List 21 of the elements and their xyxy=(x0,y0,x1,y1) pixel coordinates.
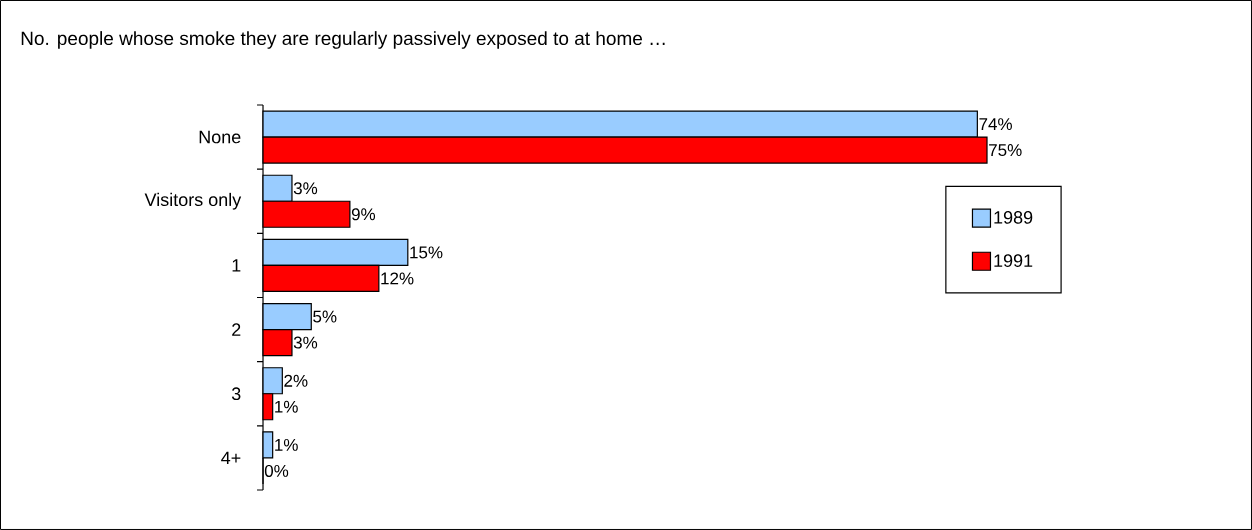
data-label: 15% xyxy=(410,246,443,259)
data-label: 5% xyxy=(313,310,337,323)
y-tick-label: 4+ xyxy=(221,451,241,465)
data-label: 1% xyxy=(275,400,298,413)
data-label: 9% xyxy=(351,208,376,221)
data-label: 3% xyxy=(293,336,318,349)
data-label: 12% xyxy=(381,272,414,285)
chart-title: No. people whose smoke they are regularly passively exposed to at home … xyxy=(21,31,665,49)
y-tick-label: None xyxy=(199,130,241,144)
y-tick-label: 1 xyxy=(232,259,241,272)
data-label: 3% xyxy=(293,182,318,195)
legend-label: 1991 xyxy=(994,254,1033,267)
data-label: 2% xyxy=(284,374,308,387)
legend-label: 1989 xyxy=(994,211,1033,224)
data-label: 75% xyxy=(989,144,1022,157)
y-tick-label: Visitors only xyxy=(144,192,242,210)
y-tick-label: 2 xyxy=(232,323,241,336)
data-label: 0% xyxy=(264,464,289,477)
data-label: 74% xyxy=(979,118,1012,131)
y-tick-label: 3 xyxy=(231,387,241,401)
data-label: 1% xyxy=(275,438,298,451)
